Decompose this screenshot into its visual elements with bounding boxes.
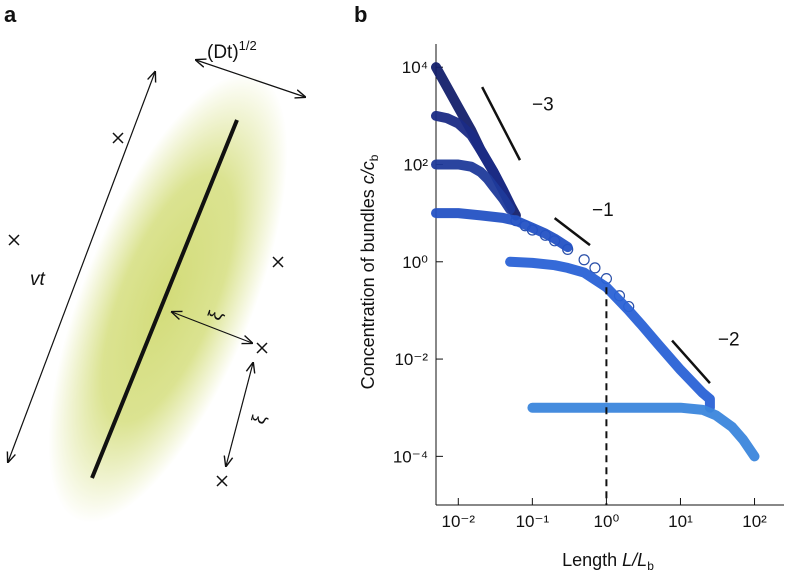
diffusion-cloud xyxy=(48,73,288,523)
x-tick-label: 10⁰ xyxy=(594,512,620,531)
xi-label: ξ xyxy=(248,412,271,426)
slope-label: −1 xyxy=(592,200,614,221)
y-label-var: c/c xyxy=(358,161,378,184)
x-axis-label: Length L/Lb xyxy=(562,550,654,573)
slope-label: −2 xyxy=(718,330,740,351)
y-tick-label: 10⁻⁴ xyxy=(393,447,428,466)
point-trail xyxy=(431,110,516,210)
diffusion-exponent: 1/2 xyxy=(239,38,257,53)
point-trail xyxy=(505,256,715,413)
point-trail xyxy=(431,159,516,215)
y-label-text: Concentration of bundles xyxy=(358,189,378,389)
diffusion-label: (Dt)1/2 xyxy=(207,38,257,63)
x-label-sub: b xyxy=(647,559,654,573)
x-tick-label: 10² xyxy=(742,512,767,531)
y-axis-label: Concentration of bundles c/cb xyxy=(358,154,381,389)
slope-line xyxy=(553,217,591,247)
y-tick-label: 10⁻² xyxy=(394,350,428,369)
y-label-sub: b xyxy=(367,154,381,161)
slope-line xyxy=(671,339,711,384)
x-tick-label: 10⁻¹ xyxy=(516,512,550,531)
xi-arrow xyxy=(226,363,253,466)
point-trail xyxy=(527,402,760,462)
x-label-var: L/L xyxy=(622,550,647,570)
crosses xyxy=(8,132,284,487)
slope-label: −3 xyxy=(532,94,554,115)
panel-label: a xyxy=(4,2,17,27)
point xyxy=(589,262,601,274)
x-tick-label: 10¹ xyxy=(668,512,693,531)
xi-arrow xyxy=(172,312,252,343)
length-arrow xyxy=(8,72,155,462)
width-arrow xyxy=(196,60,305,97)
length-label: vt xyxy=(30,269,46,290)
point xyxy=(578,254,590,266)
y-tick-label: 10² xyxy=(403,155,428,174)
x-tick-label: 10⁻² xyxy=(442,512,476,531)
panel-label: b xyxy=(354,2,367,27)
y-tick-label: 10⁰ xyxy=(402,253,428,272)
x-label-text: Length xyxy=(562,550,617,570)
y-tick-label: 10⁴ xyxy=(402,58,428,77)
point-trail xyxy=(431,208,573,253)
slope-line xyxy=(481,86,522,161)
panel-a: a (Dt)1/2 vt ξ ξ xyxy=(4,2,337,523)
diffusion-text: (Dt) xyxy=(207,42,239,63)
